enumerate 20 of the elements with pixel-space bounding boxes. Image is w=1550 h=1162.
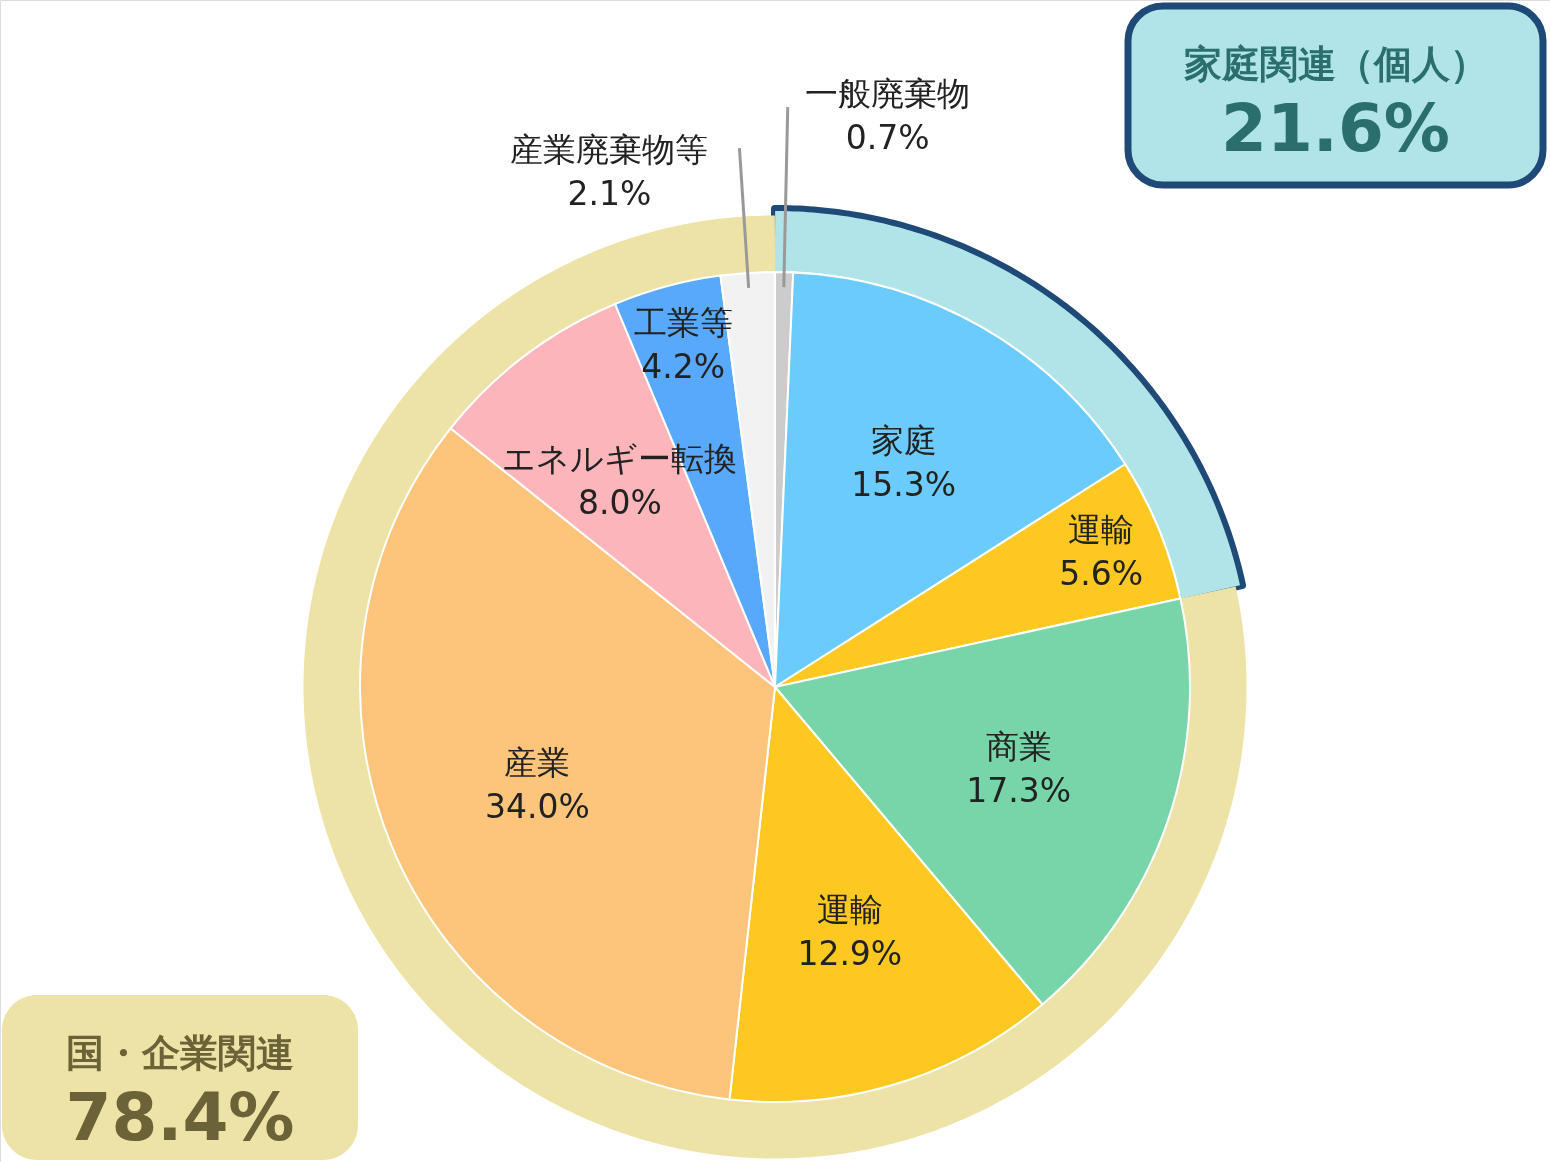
data-label: 2.1% — [567, 174, 652, 214]
data-label: 12.9% — [797, 934, 903, 974]
data-label: 4.2% — [641, 347, 725, 387]
text: 国・企業関連 — [66, 1031, 294, 1075]
data-label: 17.3% — [966, 770, 1072, 810]
data-label: 15.3% — [851, 465, 957, 505]
data-label: 5.6% — [1059, 553, 1144, 593]
text: 家庭関連（個人） — [1183, 42, 1488, 86]
slice-label: 運輸 — [1068, 509, 1135, 549]
data-label: 34.0% — [484, 786, 590, 826]
data-label: 0.7% — [845, 118, 930, 158]
slice-label: 商業 — [985, 726, 1052, 766]
slice-label: 一般廃棄物 — [805, 74, 971, 114]
slice-label: 産業廃棄物等 — [510, 130, 709, 170]
text: 21.6% — [1221, 90, 1450, 167]
slice-label: 運輸 — [816, 890, 883, 930]
text: 78.4% — [65, 1079, 295, 1156]
slice-label: 家庭 — [870, 421, 937, 461]
slice-label: 産業 — [504, 742, 571, 782]
data-label: 8.0% — [578, 482, 662, 522]
